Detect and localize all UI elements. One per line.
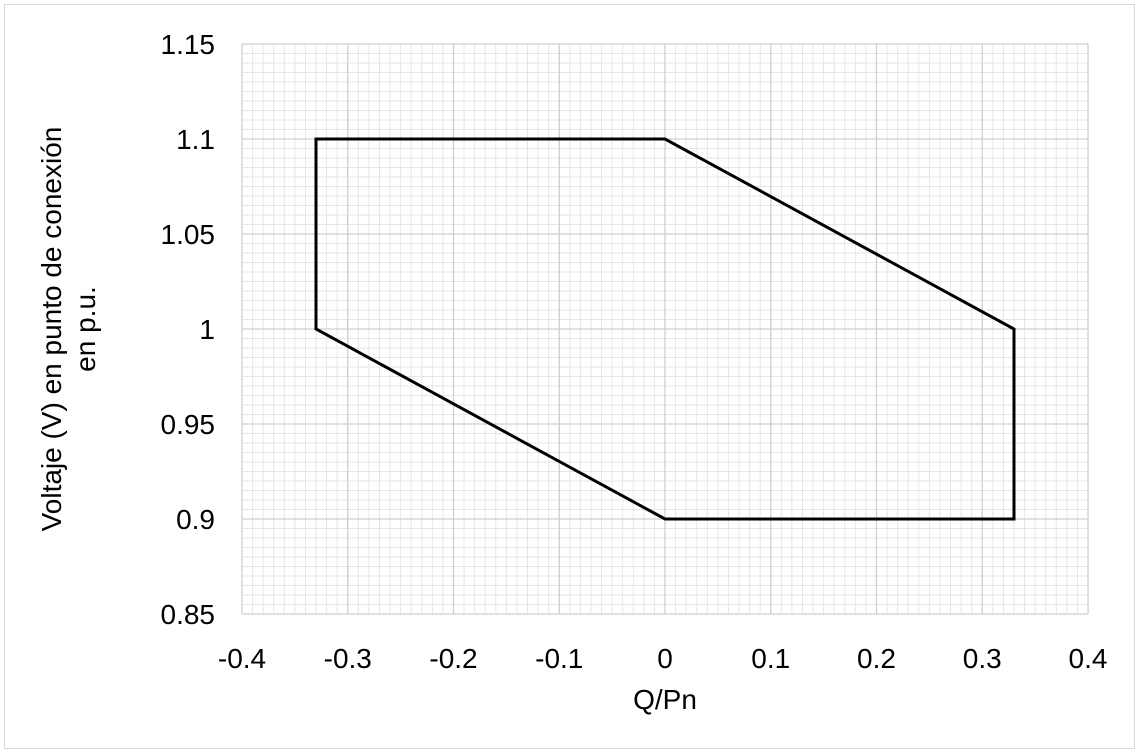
x-tick-label: -0.3 [324, 643, 372, 674]
x-tick-label: 0.1 [751, 643, 790, 674]
x-tick-label: 0 [657, 643, 673, 674]
x-tick-label: -0.1 [535, 643, 583, 674]
y-axis-tick-labels: 0.85 0.9 0.95 1 1.05 1.1 1.15 [161, 29, 216, 630]
series-line [314, 137, 1016, 521]
y-tick-label: 1 [199, 314, 215, 345]
x-tick-label: -0.2 [429, 643, 477, 674]
x-axis-title: Q/Pn [633, 684, 697, 715]
chart: -0.4 -0.3 -0.2 -0.1 0 0.1 0.2 0.3 0.4 0.85 0.9 0.9… [36, 29, 1108, 715]
x-tick-label: 0.4 [1069, 643, 1108, 674]
x-tick-label: 0.3 [963, 643, 1002, 674]
y-tick-label: 1.1 [176, 124, 215, 155]
y-axis-title-line: en p.u. [70, 286, 101, 372]
chart-frame: -0.4 -0.3 -0.2 -0.1 0 0.1 0.2 0.3 0.4 0.85 0.9 0.9… [4, 4, 1135, 749]
x-axis-tick-labels: -0.4 -0.3 -0.2 -0.1 0 0.1 0.2 0.3 0.4 [218, 643, 1108, 674]
y-tick-label: 0.9 [176, 504, 215, 535]
y-tick-label: 1.05 [161, 219, 216, 250]
x-tick-label: 0.2 [857, 643, 896, 674]
y-tick-label: 0.95 [161, 409, 216, 440]
y-axis-title: Voltaje (V) en punto de conexión en p.u. [36, 127, 101, 532]
x-tick-label: -0.4 [218, 643, 266, 674]
series-layer [314, 137, 1016, 521]
y-tick-label: 0.85 [161, 599, 216, 630]
y-axis-title-line: Voltaje (V) en punto de conexión [36, 127, 67, 532]
y-tick-label: 1.15 [161, 29, 216, 60]
